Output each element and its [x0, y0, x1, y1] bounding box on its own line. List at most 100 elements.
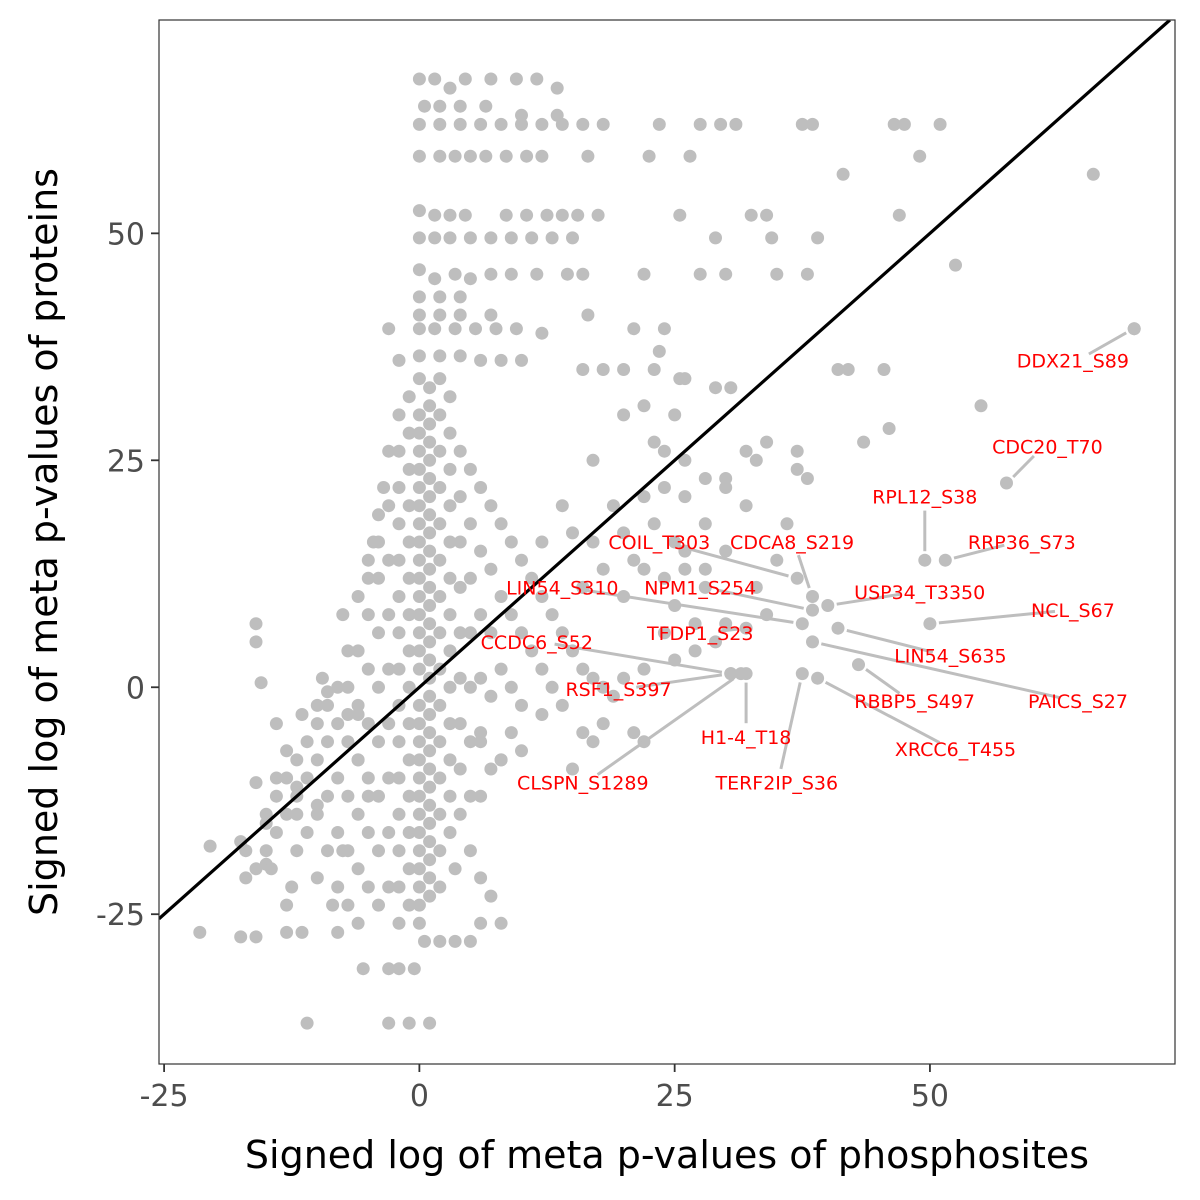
data-point — [433, 444, 447, 458]
data-point — [678, 490, 692, 504]
data-point — [463, 626, 477, 640]
data-point — [361, 571, 375, 585]
data-point — [719, 617, 733, 631]
data-point — [892, 208, 906, 222]
data-point — [423, 580, 437, 594]
data-point — [433, 290, 447, 304]
data-point — [474, 544, 488, 558]
data-point — [566, 762, 579, 776]
data-point — [392, 662, 406, 676]
data-point — [402, 1016, 416, 1030]
data-point — [504, 535, 518, 549]
data-point — [280, 771, 294, 785]
data-point — [596, 363, 610, 376]
data-point — [484, 889, 498, 903]
data-point — [423, 617, 437, 631]
data-point — [887, 117, 901, 131]
annotation-label: RBBP5_S497 — [854, 691, 975, 713]
data-point — [382, 1016, 396, 1030]
data-point — [372, 898, 385, 912]
annotation-label: DDX21_S89 — [1017, 350, 1129, 372]
data-point — [249, 617, 263, 631]
data-point — [525, 571, 539, 585]
data-point — [566, 526, 579, 540]
data-point — [372, 680, 385, 694]
data-point — [315, 671, 329, 685]
data-point — [657, 322, 671, 336]
data-point — [412, 149, 426, 163]
data-point — [606, 499, 620, 513]
data-point — [361, 880, 375, 894]
annotation-label: CDCA8_S219 — [730, 532, 854, 554]
data-point — [474, 789, 488, 803]
data-point — [372, 571, 385, 585]
data-point — [586, 535, 600, 549]
data-point — [412, 826, 426, 839]
data-point — [494, 117, 508, 131]
data-point — [484, 308, 498, 322]
data-point — [372, 508, 385, 522]
data-point — [193, 925, 207, 939]
annotation-connector — [1088, 331, 1127, 356]
data-point — [423, 653, 437, 667]
data-point — [433, 771, 447, 785]
annotation-connector — [554, 642, 723, 674]
data-point — [300, 735, 314, 749]
data-point — [479, 149, 493, 163]
data-point — [402, 426, 416, 440]
data-point — [719, 481, 733, 494]
data-point — [412, 72, 426, 86]
data-point — [535, 117, 549, 131]
annotation-connector — [836, 592, 903, 606]
y-axis: -25 0 25 50 — [96, 217, 159, 933]
data-point — [433, 880, 447, 894]
data-point — [453, 308, 467, 322]
data-point — [331, 717, 345, 731]
data-point — [897, 117, 911, 131]
annotation-connector — [1012, 454, 1035, 479]
data-point — [657, 444, 671, 458]
data-point — [412, 662, 426, 676]
highlighted-point — [724, 667, 738, 681]
data-point — [494, 353, 508, 367]
data-point — [806, 117, 819, 131]
data-point — [433, 99, 447, 113]
annotation-label: CLSPN_S1289 — [517, 773, 649, 795]
data-point — [463, 517, 477, 531]
data-point — [402, 462, 416, 476]
data-point — [331, 826, 345, 839]
data-point — [678, 372, 692, 386]
data-point — [392, 771, 406, 785]
data-point — [744, 208, 758, 222]
data-point — [433, 372, 447, 386]
data-point — [790, 444, 804, 458]
x-tick-label: 0 — [410, 1079, 429, 1114]
data-point — [310, 717, 324, 731]
data-point — [647, 517, 661, 531]
data-point — [402, 717, 416, 731]
data-point — [402, 789, 416, 803]
data-point — [515, 744, 528, 758]
data-point — [443, 680, 457, 694]
data-point — [463, 272, 477, 286]
data-point — [321, 789, 334, 803]
data-point — [642, 149, 656, 163]
data-point — [412, 735, 426, 749]
annotation-label: H1-4_T18 — [701, 727, 792, 749]
data-point — [709, 381, 722, 395]
data-point — [515, 117, 528, 131]
data-point — [402, 608, 416, 622]
data-point — [581, 149, 595, 163]
data-point — [525, 231, 539, 245]
data-point — [596, 117, 610, 131]
annotation-label: COIL_T303 — [608, 532, 710, 554]
data-point — [433, 626, 447, 640]
data-point — [321, 735, 334, 749]
data-point — [372, 789, 385, 803]
data-point — [249, 635, 263, 649]
data-point — [657, 571, 671, 585]
data-point — [545, 231, 559, 245]
data-point — [484, 231, 498, 245]
data-point — [433, 553, 447, 567]
annotation-label: PAICS_S27 — [1028, 691, 1128, 713]
